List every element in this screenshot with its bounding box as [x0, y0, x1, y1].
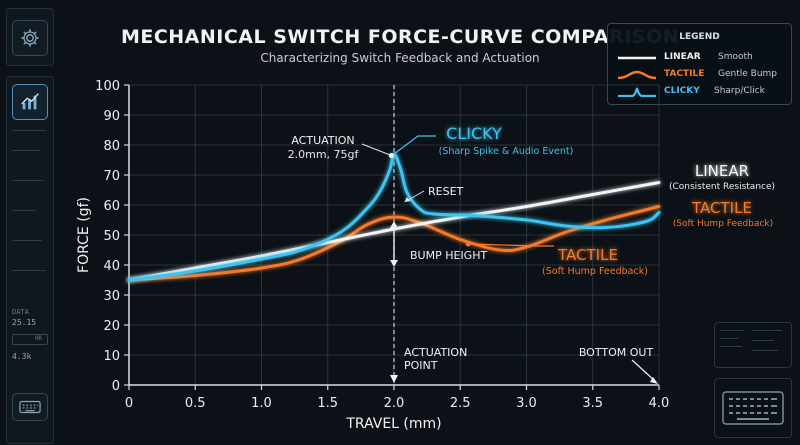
actuation-point-label: POINT: [404, 359, 438, 372]
legend-swatch-tactile: [618, 70, 656, 80]
sidebar-divider: [12, 180, 44, 181]
y-tick-label: 90: [103, 109, 120, 124]
legend-item-clicky: CLICKY Sharp/Click: [618, 85, 788, 99]
sidebar-divider: [12, 210, 36, 211]
bump-height-arrow-up: [390, 221, 398, 228]
keyboard-panel: [714, 378, 792, 438]
bottom-out-arrow: [631, 359, 657, 383]
bump-height-label: BUMP HEIGHT: [410, 249, 487, 262]
y-tick-label: 0: [112, 379, 120, 394]
tactile-annotation-title: TACTILE: [557, 246, 618, 264]
readout-line: [752, 330, 782, 331]
y-tick-label: 20: [103, 319, 120, 334]
series-line-clicky: [127, 152, 661, 282]
y-tick-label: 30: [103, 289, 120, 304]
actuation-point-label: ACTUATION: [404, 346, 467, 359]
legend-desc-clicky: Sharp/Click: [714, 86, 765, 96]
readout-line: [752, 340, 774, 341]
legend-label-linear: LINEAR: [664, 52, 701, 62]
x-tick-label: 0.5: [185, 396, 206, 411]
actuation-leader: [361, 143, 392, 156]
clicky-annotation-title: CLICKY: [446, 124, 502, 143]
clicky-leader: [393, 135, 436, 155]
linear-end-detail: (Consistent Resistance): [669, 182, 775, 192]
readout-line: [752, 350, 778, 351]
tactile-marker: [465, 241, 471, 247]
y-axis-label: FORCE (gf): [76, 197, 92, 273]
y-tick-label: 40: [103, 259, 120, 274]
x-tick-label: 2.5: [450, 396, 471, 411]
tactile-annotation-detail: (Soft Hump Feedback): [542, 266, 648, 277]
clicky-annotation-detail: (Sharp Spike & Audio Event): [439, 146, 574, 157]
x-tick-label: 2.0: [384, 396, 405, 411]
actuation-point-arrowhead: [390, 375, 398, 383]
legend-swatch-linear: [618, 56, 656, 60]
legend-swatch-clicky: [618, 87, 656, 97]
reset-arrowhead: [404, 197, 411, 202]
x-tick-label: 3.5: [582, 396, 603, 411]
y-tick-label: 100: [95, 79, 120, 94]
y-tick-label: 10: [103, 349, 120, 364]
x-tick-label: 4.0: [649, 396, 670, 411]
y-tick-label: 70: [103, 169, 120, 184]
x-tick-label: 1.5: [317, 396, 338, 411]
chart-view-button[interactable]: [12, 84, 48, 120]
sidebar-divider: [12, 240, 42, 241]
chart-title: MECHANICAL SWITCH FORCE-CURVE COMPARISON: [120, 26, 680, 48]
x-tick-label: 0: [125, 396, 133, 411]
keyboard-icon: [722, 391, 784, 425]
legend-item-linear: LINEAR Smooth: [618, 51, 788, 65]
x-tick-label: 1.0: [251, 396, 272, 411]
keyboard-button[interactable]: [12, 393, 48, 421]
sidebar-toggle-label: 0K: [35, 335, 43, 342]
bump-height-arrow-down: [390, 260, 398, 267]
sidebar-stat-label: DATA: [12, 308, 29, 316]
tactile-leader: [468, 243, 554, 247]
bottom-out-arrowhead: [650, 377, 658, 384]
chart-legend: LEGEND LINEAR Smooth TACTILE Gentle Bump…: [607, 23, 792, 105]
legend-desc-linear: Smooth: [718, 52, 753, 62]
y-tick-label: 60: [103, 199, 120, 214]
legend-item-tactile: TACTILE Gentle Bump: [618, 68, 788, 82]
legend-desc-tactile: Gentle Bump: [718, 69, 778, 79]
gear-icon: [21, 29, 39, 47]
y-tick-label: 50: [103, 229, 120, 244]
legend-title: LEGEND: [679, 32, 720, 42]
sidebar-divider: [12, 270, 46, 271]
legend-label-tactile: TACTILE: [664, 69, 705, 79]
actuation-label: ACTUATION: [291, 134, 354, 147]
sidebar-divider: [12, 130, 46, 131]
reset-label: RESET: [428, 185, 464, 198]
actuation-marker: [388, 153, 394, 158]
sidebar-toggle[interactable]: 0K: [12, 334, 48, 345]
chart-subtitle: Characterizing Switch Feedback and Actua…: [260, 51, 540, 65]
actuation-detail: 2.0mm, 75gf: [288, 148, 360, 161]
x-tick-label: 3.0: [516, 396, 537, 411]
sidebar-stat-value: 4.3k: [12, 352, 32, 361]
readout-line: [720, 346, 742, 347]
readout-panel: [714, 322, 792, 368]
tactile-end-title: TACTILE: [691, 199, 752, 217]
readout-line: [720, 338, 738, 339]
sidebar-divider: [12, 150, 40, 151]
linear-end-title: LINEAR: [695, 162, 749, 180]
chart-icon: [21, 93, 39, 110]
readout-line: [720, 330, 744, 331]
series-line-tactile: [127, 205, 661, 282]
bottom-out-label: BOTTOM OUT: [579, 346, 654, 359]
legend-label-clicky: CLICKY: [664, 86, 700, 96]
sidebar-main-panel: [6, 76, 54, 444]
x-axis-label: TRAVEL (mm): [345, 416, 441, 432]
sidebar-stat-value: 25.15: [12, 318, 37, 327]
tactile-end-detail: (Soft Hump Feedback): [673, 219, 773, 229]
keyboard-icon: [19, 400, 41, 414]
y-tick-label: 80: [103, 139, 120, 154]
settings-button[interactable]: [12, 20, 48, 56]
